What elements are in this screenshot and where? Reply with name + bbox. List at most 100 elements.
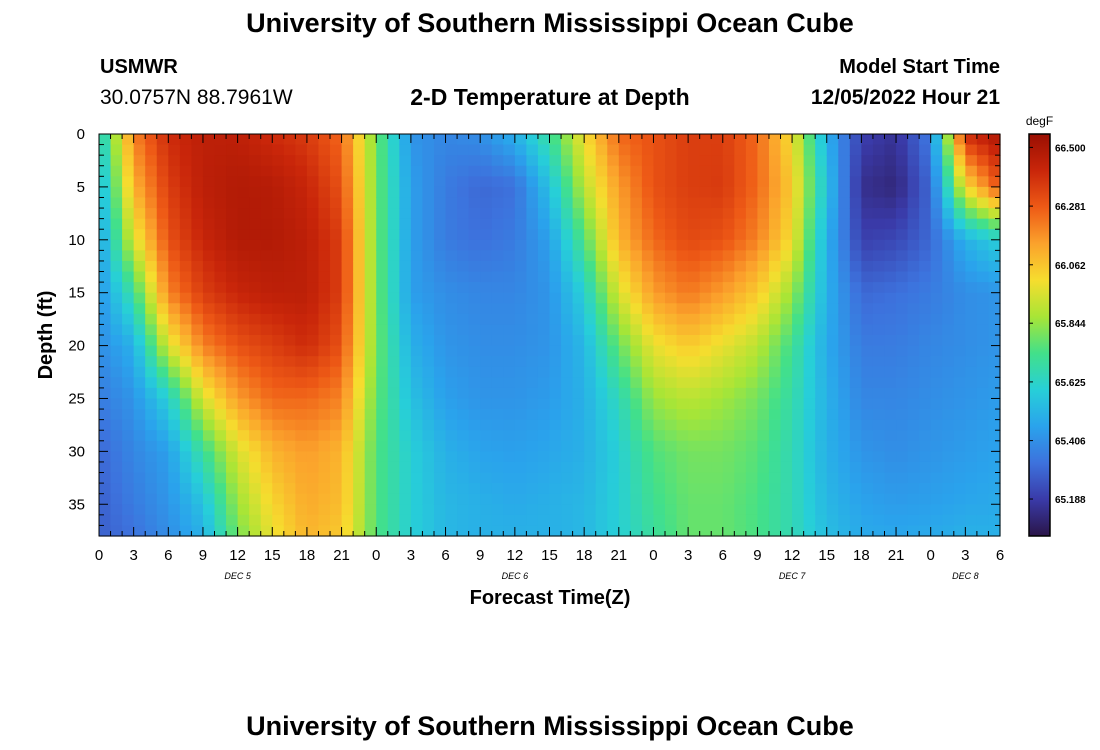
heatmap-cell <box>260 313 273 326</box>
heatmap-cell <box>561 493 574 505</box>
heatmap-cell <box>410 398 424 410</box>
heatmap-cell <box>665 345 678 357</box>
heatmap-cell <box>722 461 735 474</box>
heatmap-cell <box>792 493 805 505</box>
heatmap-cell <box>526 525 539 537</box>
heatmap-cell <box>318 271 331 283</box>
heatmap-cell <box>757 197 770 209</box>
heatmap-cell <box>99 525 112 537</box>
heatmap-cell <box>688 303 701 315</box>
heatmap-cell <box>445 260 458 273</box>
heatmap-cell <box>514 345 527 357</box>
heatmap-cell <box>168 208 181 220</box>
heatmap-cell <box>976 303 990 315</box>
heatmap-cell <box>549 430 562 442</box>
heatmap-cell <box>214 525 227 537</box>
heatmap-cell <box>930 271 943 283</box>
heatmap-cell <box>399 250 412 262</box>
heatmap-cell <box>364 409 377 421</box>
heatmap-cell <box>896 335 909 347</box>
heatmap-cell <box>688 409 701 421</box>
heatmap-cell <box>156 229 169 241</box>
heatmap-cell <box>480 377 493 389</box>
heatmap-cell <box>433 271 447 283</box>
heatmap-cell <box>272 260 285 273</box>
heatmap-cell <box>653 514 666 527</box>
heatmap-cell <box>861 155 874 167</box>
heatmap-cell <box>595 144 608 156</box>
heatmap-cell <box>595 387 608 400</box>
heatmap-cell <box>445 483 458 495</box>
heatmap-cell <box>272 387 285 400</box>
heatmap-cell <box>618 472 631 484</box>
heatmap-cell <box>734 514 747 527</box>
heatmap-cell <box>353 493 366 505</box>
heatmap-cell <box>480 430 493 442</box>
colorbar: degF 66.50066.28166.06265.84465.62565.40… <box>1026 114 1086 537</box>
heatmap-cell <box>226 409 239 421</box>
heatmap-cell <box>283 440 296 452</box>
heatmap-cell <box>214 197 227 209</box>
heatmap-cell <box>641 504 655 516</box>
heatmap-cell <box>503 504 516 516</box>
heatmap-cell <box>214 313 227 326</box>
heatmap-cell <box>930 493 943 505</box>
heatmap-cell <box>226 356 239 368</box>
heatmap-cell <box>965 260 978 273</box>
heatmap-cell <box>953 176 966 188</box>
heatmap-cell <box>202 461 216 474</box>
heatmap-cell <box>387 165 400 177</box>
heatmap-cell <box>110 366 123 378</box>
heatmap-cell <box>607 134 620 146</box>
heatmap-cell <box>838 218 851 230</box>
heatmap-cell <box>457 387 470 400</box>
heatmap-cell <box>514 461 527 474</box>
heatmap-cell <box>618 155 631 167</box>
heatmap-cell <box>145 197 158 209</box>
heatmap-cell <box>549 419 562 431</box>
heatmap-cell <box>965 239 978 251</box>
heatmap-cell <box>584 409 597 421</box>
heatmap-cell <box>330 419 343 431</box>
heatmap-cell <box>815 387 828 400</box>
heatmap-cell <box>214 176 227 188</box>
heatmap-cell <box>745 239 759 251</box>
heatmap-cell <box>653 218 666 230</box>
heatmap-cell <box>803 387 816 400</box>
heatmap-cell <box>514 493 527 505</box>
x-tick-label: 18 <box>576 547 593 564</box>
heatmap-cell <box>780 218 793 230</box>
heatmap-cell <box>433 377 447 389</box>
heatmap-cell <box>572 134 585 146</box>
heatmap-cell <box>688 218 701 230</box>
heatmap-cell <box>584 461 597 474</box>
heatmap-cell <box>930 440 943 452</box>
heatmap-cell <box>803 250 816 262</box>
heatmap-cell <box>503 229 516 241</box>
heatmap-cell <box>376 260 389 273</box>
heatmap-cell <box>306 303 320 315</box>
heatmap-cell <box>896 208 909 220</box>
heatmap-cell <box>226 345 239 357</box>
heatmap-cell <box>410 208 424 220</box>
heatmap-cell <box>422 514 435 527</box>
heatmap-cell <box>872 387 886 400</box>
heatmap-cell <box>133 271 146 283</box>
heatmap-cell <box>792 250 805 262</box>
heatmap-cell <box>122 461 135 474</box>
heatmap-cell <box>202 419 216 431</box>
heatmap-cell <box>410 176 424 188</box>
heatmap-cell <box>156 472 169 484</box>
heatmap-cell <box>156 197 169 209</box>
heatmap-cell <box>341 271 354 283</box>
heatmap-cell <box>341 303 354 315</box>
heatmap-cell <box>965 282 978 294</box>
heatmap-cell <box>283 144 296 156</box>
heatmap-cell <box>711 218 724 230</box>
heatmap-cell <box>226 218 239 230</box>
heatmap-cell <box>433 218 447 230</box>
heatmap-cell <box>665 313 678 326</box>
heatmap-cell <box>387 134 400 146</box>
heatmap-cell <box>295 271 308 283</box>
heatmap-cell <box>330 430 343 442</box>
